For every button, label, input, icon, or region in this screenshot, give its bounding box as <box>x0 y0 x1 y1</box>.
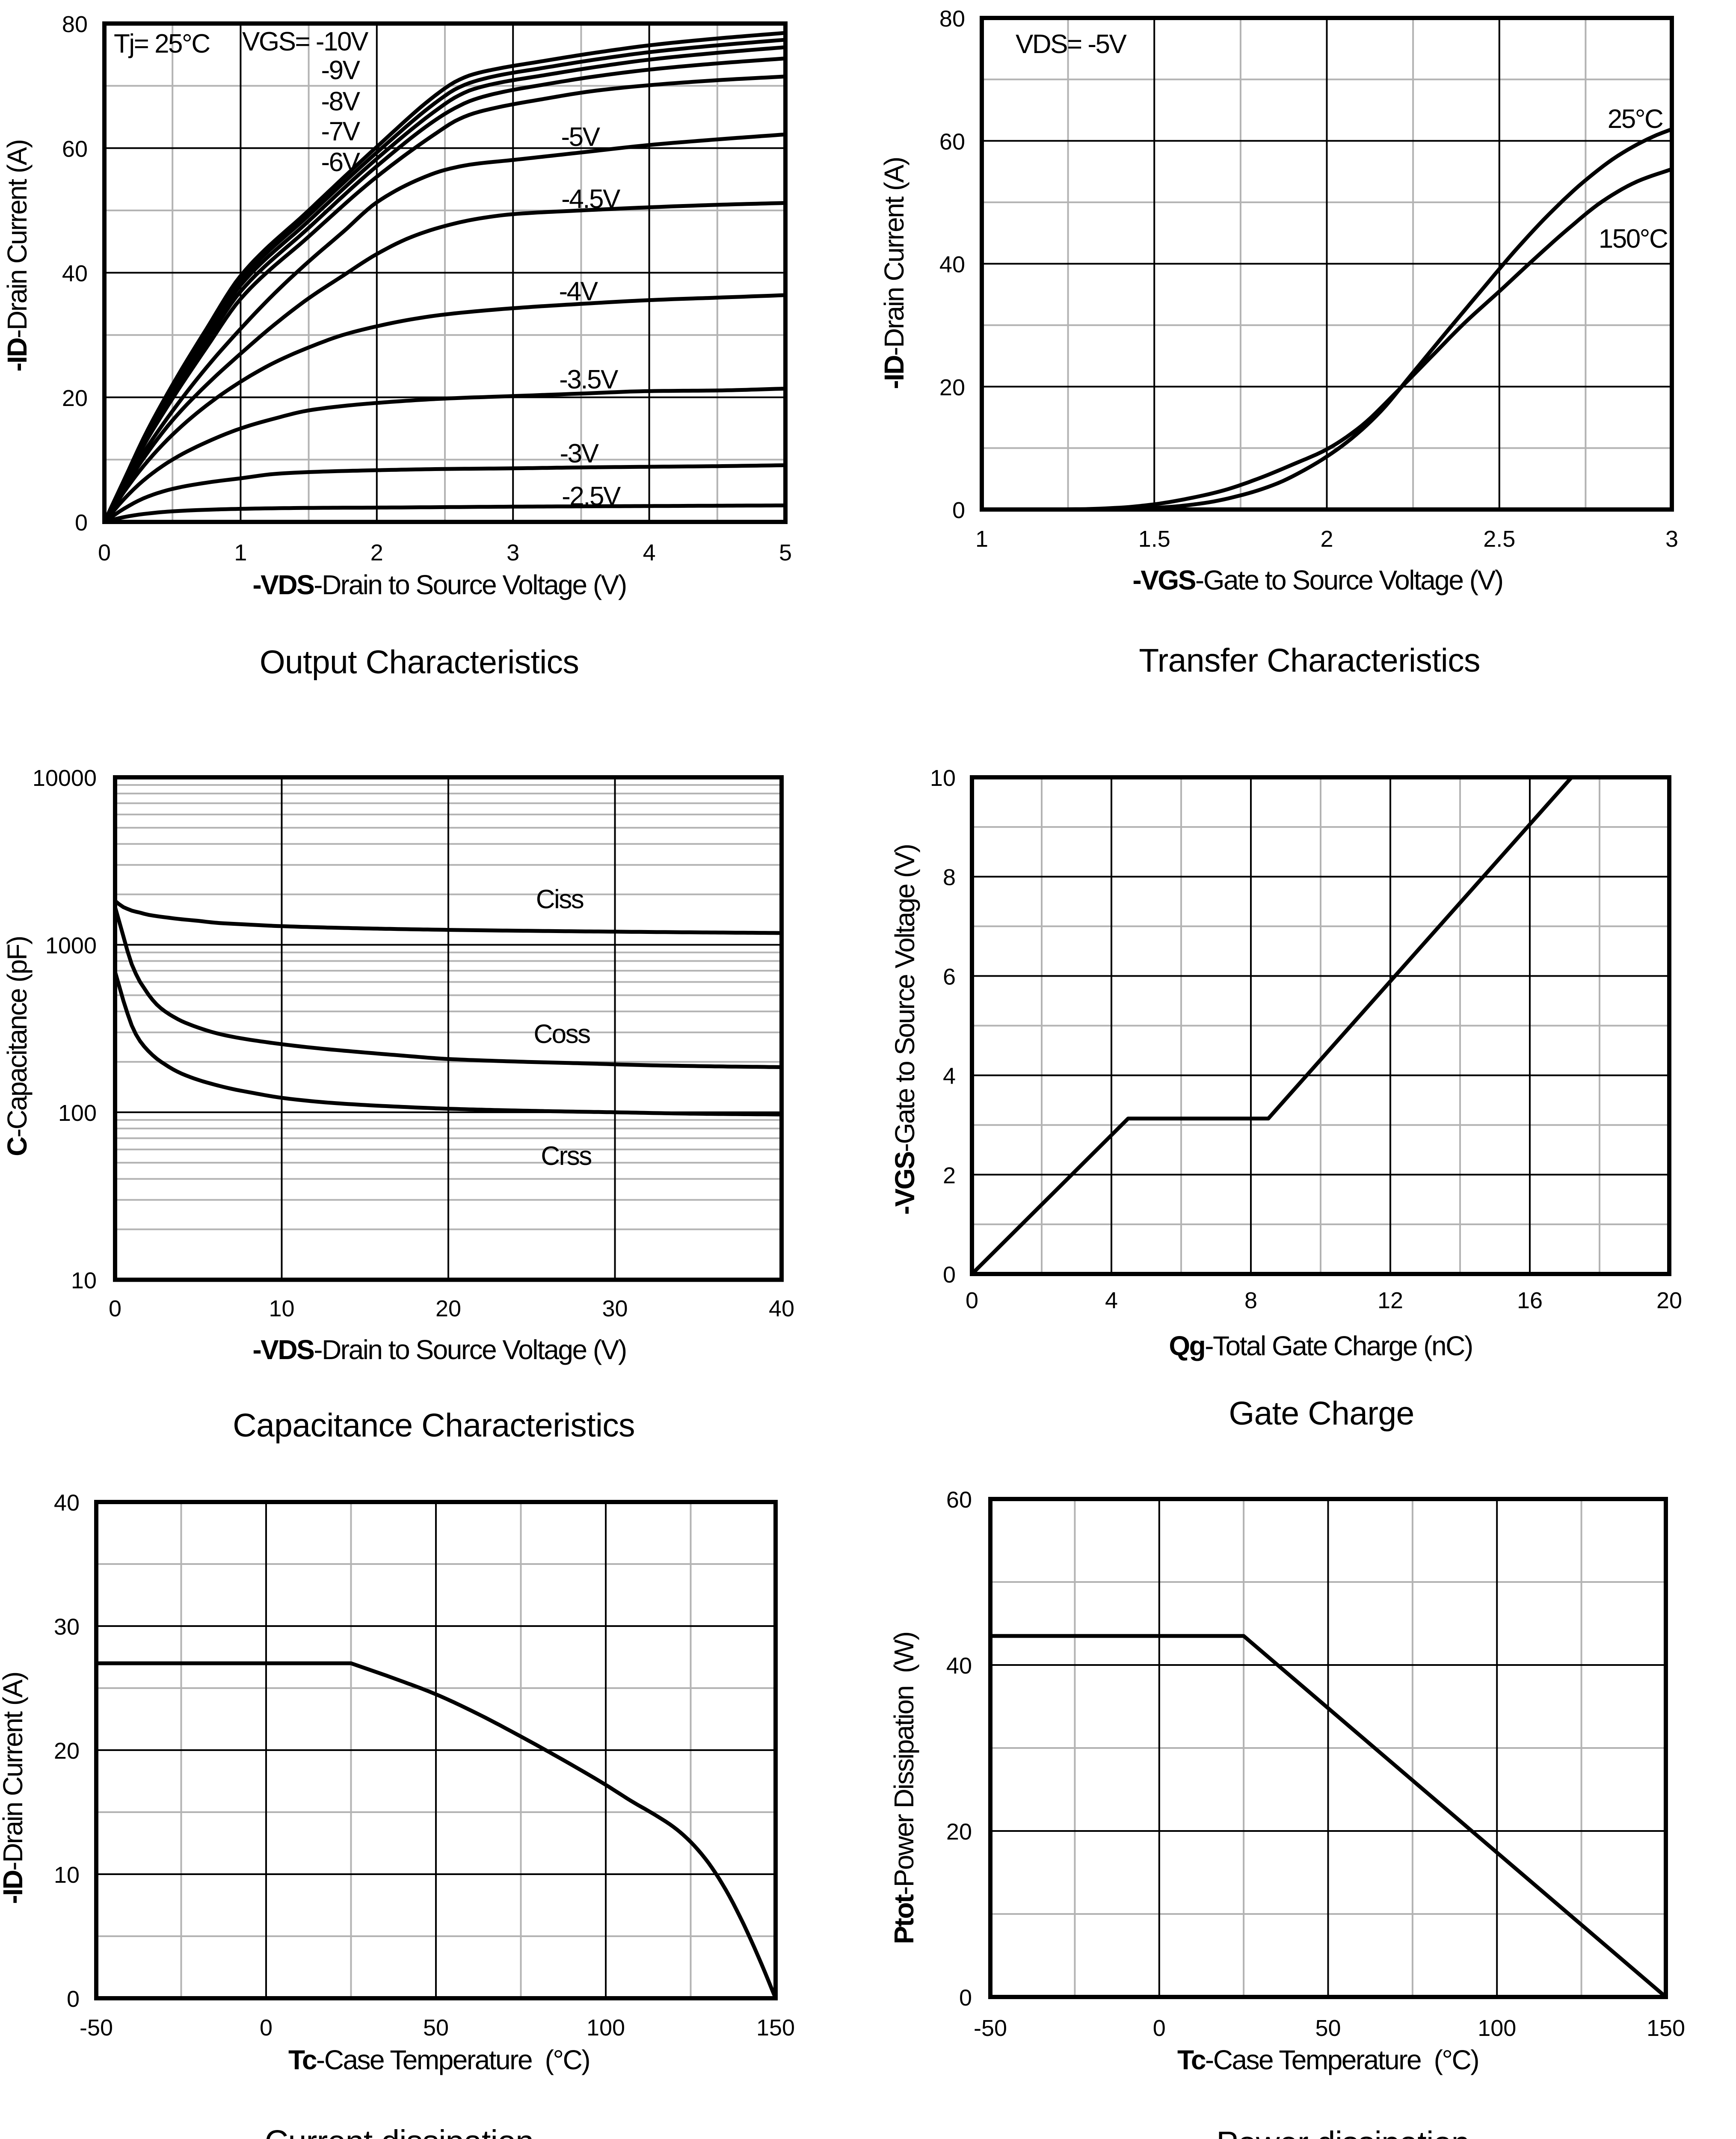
svg-text:-50: -50 <box>974 2015 1007 2041</box>
svg-text:8: 8 <box>943 865 956 890</box>
svg-text:40: 40 <box>946 1653 972 1679</box>
svg-text:6: 6 <box>943 964 956 990</box>
svg-text:-ID-Drain Current (A): -ID-Drain Current (A) <box>879 157 909 389</box>
svg-text:25°C: 25°C <box>1608 104 1663 134</box>
svg-text:10: 10 <box>54 1862 80 1888</box>
svg-text:100: 100 <box>1478 2015 1516 2041</box>
svg-text:1.5: 1.5 <box>1138 526 1170 552</box>
svg-text:10000: 10000 <box>33 765 97 791</box>
svg-text:40: 40 <box>769 1296 794 1321</box>
svg-text:20: 20 <box>946 1819 972 1845</box>
svg-text:-5V: -5V <box>561 122 601 152</box>
svg-text:0: 0 <box>260 2015 273 2041</box>
svg-text:-6V: -6V <box>321 148 361 177</box>
svg-text:20: 20 <box>939 375 965 400</box>
svg-text:Qg-Total Gate Charge (nC): Qg-Total Gate Charge (nC) <box>1169 1330 1472 1361</box>
svg-text:-VDS-Drain to Source Voltage (: -VDS-Drain to Source Voltage (V) <box>252 569 626 600</box>
svg-text:3: 3 <box>1665 526 1678 552</box>
svg-text:0: 0 <box>952 498 965 523</box>
svg-text:60: 60 <box>946 1487 972 1513</box>
svg-text:0: 0 <box>98 540 111 566</box>
svg-text:0: 0 <box>75 510 88 536</box>
svg-text:-4.5V: -4.5V <box>561 184 621 214</box>
svg-text:0: 0 <box>959 1985 972 2011</box>
svg-text:Gate Charge: Gate Charge <box>1229 1395 1414 1432</box>
svg-text:Transfer Characteristics: Transfer Characteristics <box>1139 642 1480 679</box>
svg-text:Crss: Crss <box>541 1141 591 1171</box>
svg-text:Capacitance Characteristics: Capacitance Characteristics <box>233 1407 635 1444</box>
svg-text:0: 0 <box>1153 2015 1166 2041</box>
svg-text:20: 20 <box>435 1296 461 1321</box>
svg-text:-ID-Drain Current (A): -ID-Drain Current (A) <box>2 140 33 371</box>
svg-text:Ciss: Ciss <box>536 885 584 914</box>
svg-text:Output Characteristics: Output Characteristics <box>260 644 579 681</box>
svg-text:1: 1 <box>975 526 988 552</box>
svg-text:5: 5 <box>779 540 792 566</box>
svg-text:20: 20 <box>54 1738 80 1764</box>
svg-text:100: 100 <box>58 1100 97 1126</box>
svg-text:10: 10 <box>930 765 956 791</box>
svg-text:Power dissipation: Power dissipation <box>1216 2125 1469 2139</box>
svg-text:20: 20 <box>62 385 88 411</box>
svg-text:-3.5V: -3.5V <box>559 365 619 394</box>
svg-text:-2.5V: -2.5V <box>562 482 621 511</box>
svg-text:3: 3 <box>507 540 519 566</box>
svg-text:-VDS-Drain to Source Voltage (: -VDS-Drain to Source Voltage (V) <box>252 1334 626 1365</box>
svg-text:8: 8 <box>1244 1288 1257 1313</box>
svg-text:C-Capacitance (pF): C-Capacitance (pF) <box>2 936 33 1156</box>
svg-text:-8V: -8V <box>321 87 361 116</box>
svg-text:150: 150 <box>756 2015 795 2041</box>
svg-text:50: 50 <box>1315 2015 1341 2041</box>
svg-text:150°C: 150°C <box>1599 224 1668 254</box>
svg-text:30: 30 <box>54 1614 80 1640</box>
svg-text:-VGS-Gate to Source Voltage (V: -VGS-Gate to Source Voltage (V) <box>889 844 920 1215</box>
svg-text:2: 2 <box>943 1163 956 1188</box>
svg-text:Current dissipation: Current dissipation <box>265 2124 534 2139</box>
svg-text:80: 80 <box>939 6 965 32</box>
svg-text:1000: 1000 <box>45 933 97 959</box>
svg-text:1: 1 <box>234 540 247 566</box>
svg-text:-50: -50 <box>80 2015 113 2041</box>
svg-text:-4V: -4V <box>559 277 598 306</box>
svg-text:-3V: -3V <box>560 439 599 468</box>
svg-text:0: 0 <box>109 1296 121 1321</box>
svg-text:-VGS-Gate to Source Voltage (V: -VGS-Gate to Source Voltage (V) <box>1132 565 1502 595</box>
svg-text:2: 2 <box>1320 526 1333 552</box>
svg-text:100: 100 <box>587 2015 625 2041</box>
svg-text:80: 80 <box>62 12 88 37</box>
svg-text:-9V: -9V <box>321 56 361 85</box>
svg-text:0: 0 <box>943 1262 956 1288</box>
svg-text:10: 10 <box>71 1268 97 1294</box>
svg-text:40: 40 <box>62 261 88 287</box>
svg-text:4: 4 <box>643 540 656 566</box>
svg-text:Tc-Case Temperature (°C): Tc-Case Temperature (°C) <box>288 2044 590 2075</box>
svg-text:12: 12 <box>1378 1288 1403 1313</box>
svg-text:50: 50 <box>423 2015 449 2041</box>
svg-text:40: 40 <box>939 252 965 278</box>
svg-text:150: 150 <box>1647 2015 1685 2041</box>
svg-text:30: 30 <box>602 1296 628 1321</box>
svg-text:Tj= 25°C: Tj= 25°C <box>114 29 210 59</box>
svg-text:0: 0 <box>966 1288 978 1313</box>
svg-text:2.5: 2.5 <box>1483 526 1515 552</box>
svg-text:-7V: -7V <box>321 117 361 146</box>
svg-text:4: 4 <box>1105 1288 1118 1313</box>
svg-text:60: 60 <box>62 136 88 162</box>
svg-text:Ptot-Power Dissipation (W): Ptot-Power Dissipation (W) <box>889 1632 919 1944</box>
svg-text:-ID-Drain Current (A): -ID-Drain Current (A) <box>0 1672 28 1904</box>
svg-text:VGS= -10V: VGS= -10V <box>242 27 369 56</box>
svg-text:VDS= -5V: VDS= -5V <box>1016 30 1127 59</box>
svg-text:Tc-Case Temperature (°C): Tc-Case Temperature (°C) <box>1177 2044 1478 2075</box>
svg-text:0: 0 <box>67 1986 80 2012</box>
svg-text:2: 2 <box>370 540 383 566</box>
svg-text:4: 4 <box>943 1064 956 1089</box>
svg-text:16: 16 <box>1517 1288 1543 1313</box>
svg-text:10: 10 <box>269 1296 294 1321</box>
svg-text:20: 20 <box>1656 1288 1682 1313</box>
svg-text:40: 40 <box>54 1490 80 1516</box>
svg-text:Coss: Coss <box>533 1019 590 1049</box>
svg-text:60: 60 <box>939 129 965 154</box>
